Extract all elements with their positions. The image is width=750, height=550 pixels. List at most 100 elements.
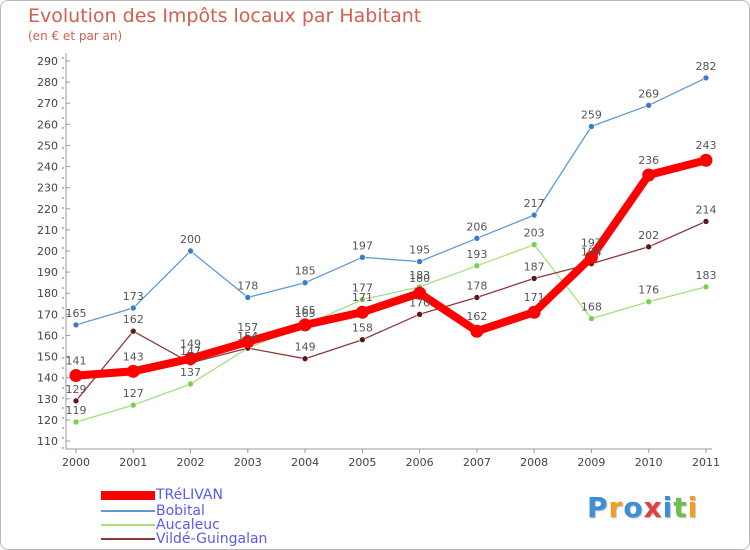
data-label-aucaleuc: 137 <box>180 366 201 379</box>
legend-swatch-bobital <box>101 510 155 512</box>
data-label-vilde-guingalan: 187 <box>524 260 545 273</box>
data-label-aucaleuc: 183 <box>695 269 716 282</box>
data-point-trelivan <box>241 335 255 349</box>
axes: 110 120 130 140 150 160 170 180 190 200 210 220 230 2… <box>37 53 720 469</box>
x-tick-label: 2011 <box>692 456 720 469</box>
legend-item-aucaleuc: Aucaleuc <box>101 517 220 533</box>
logo-letter: o <box>623 491 644 524</box>
data-point-trelivan <box>69 369 83 383</box>
data-label-bobital: 269 <box>638 87 659 100</box>
y-tick-label: 140 <box>37 372 58 385</box>
data-point-bobital <box>129 304 137 312</box>
data-point-vilde-guingalan <box>473 294 481 301</box>
legend-label-vilde-guingalan: Vildé-Guingalan <box>156 531 268 547</box>
data-point-aucaleuc <box>530 241 538 248</box>
data-label-vilde-guingalan: 147 <box>180 345 201 358</box>
y-tick-label: 160 <box>37 329 58 342</box>
y-tick-label: 130 <box>37 393 58 406</box>
data-labels-group: 165 173 200 178 185 197 195 206 217 259 269 282 119 1… <box>66 60 717 417</box>
data-label-aucaleuc: 183 <box>409 269 430 282</box>
data-label-aucaleuc: 193 <box>466 248 487 261</box>
x-tick-label: 2002 <box>177 456 205 469</box>
data-point-aucaleuc <box>645 298 653 305</box>
series-line-bobital <box>75 77 707 326</box>
x-tick-label: 2000 <box>62 456 90 469</box>
data-point-bobital <box>301 279 309 286</box>
legend-label-bobital: Bobital <box>156 503 205 519</box>
legend-swatch-vilde-guingalan <box>101 538 155 540</box>
data-point-vilde-guingalan <box>72 397 80 405</box>
data-point-vilde-guingalan <box>301 355 309 362</box>
data-point-trelivan <box>126 364 140 378</box>
y-tick-label: 150 <box>37 351 58 364</box>
data-point-bobital <box>530 211 538 219</box>
data-point-bobital <box>645 102 653 109</box>
legend-item-bobital: Bobital <box>101 503 205 519</box>
data-point-vilde-guingalan <box>129 327 137 335</box>
data-point-aucaleuc <box>702 283 710 291</box>
series-line-trelivan <box>72 156 710 380</box>
data-point-bobital <box>416 258 423 265</box>
x-tick-label: 2004 <box>291 456 319 469</box>
data-point-aucaleuc <box>588 315 595 322</box>
data-label-trelivan: 162 <box>466 310 487 323</box>
x-tick-label: 2008 <box>520 456 548 469</box>
x-tick-label: 2003 <box>234 456 262 469</box>
data-label-trelivan: 149 <box>180 338 201 351</box>
data-point-aucaleuc <box>473 262 481 270</box>
data-label-aucaleuc: 119 <box>66 404 87 417</box>
x-tick-label: 2006 <box>406 456 434 469</box>
y-tick-label: 220 <box>37 203 58 216</box>
data-label-bobital: 200 <box>180 233 201 246</box>
y-tick-label: 250 <box>37 139 58 152</box>
legend-swatch-trelivan <box>101 490 155 500</box>
y-tick-label: 230 <box>37 182 58 195</box>
data-point-aucaleuc <box>359 296 366 303</box>
y-tick-label: 120 <box>37 414 58 427</box>
data-label-trelivan: 243 <box>695 139 716 152</box>
legend-label-trelivan: TRéLIVAN <box>156 487 223 503</box>
data-point-trelivan <box>642 168 656 182</box>
data-label-bobital: 165 <box>66 307 87 320</box>
chart-subtitle: (en € et par an) <box>28 29 123 43</box>
legend-swatch-aucaleuc <box>101 524 155 526</box>
data-point-bobital <box>72 321 80 329</box>
data-label-aucaleuc: 168 <box>581 301 602 314</box>
data-label-aucaleuc: 203 <box>524 227 545 240</box>
data-label-vilde-guingalan: 178 <box>466 279 487 292</box>
data-label-trelivan: 236 <box>638 154 659 167</box>
data-point-bobital <box>187 247 194 255</box>
logo-letter: P <box>587 491 609 524</box>
data-label-aucaleuc: 165 <box>295 307 316 320</box>
y-tick-label: 190 <box>37 266 58 279</box>
data-label-trelivan: 197 <box>581 236 602 249</box>
data-point-bobital <box>359 254 366 261</box>
data-point-bobital <box>702 74 710 82</box>
data-point-vilde-guingalan <box>702 218 710 225</box>
data-label-vilde-guingalan: 202 <box>638 229 659 242</box>
data-label-aucaleuc: 127 <box>123 387 144 400</box>
x-tick-label: 2001 <box>119 456 147 469</box>
data-point-aucaleuc <box>187 380 194 388</box>
data-label-trelivan: 165 <box>295 304 316 317</box>
data-label-bobital: 197 <box>352 239 373 252</box>
logo-letter: i <box>662 491 674 524</box>
logo-letter: x <box>643 491 663 524</box>
legend-label-aucaleuc: Aucaleuc <box>156 517 220 533</box>
data-point-trelivan <box>470 324 484 338</box>
legend-item-vilde-guingalan: Vildé-Guingalan <box>101 531 267 547</box>
series-line-vilde-guingalan <box>75 220 707 402</box>
data-point-bobital <box>473 235 481 242</box>
data-label-aucaleuc: 177 <box>352 282 373 295</box>
chart-title: Evolution des Impôts locaux par Habitant <box>28 5 422 27</box>
data-point-vilde-guingalan <box>359 336 366 343</box>
data-point-trelivan <box>413 286 427 300</box>
data-point-vilde-guingalan <box>645 243 653 251</box>
data-point-trelivan <box>527 305 541 319</box>
data-label-trelivan: 171 <box>524 291 545 304</box>
y-tick-label: 270 <box>37 97 58 110</box>
data-label-trelivan: 141 <box>66 355 87 368</box>
y-tick-label: 200 <box>37 245 58 258</box>
y-tick-label: 290 <box>37 55 58 68</box>
